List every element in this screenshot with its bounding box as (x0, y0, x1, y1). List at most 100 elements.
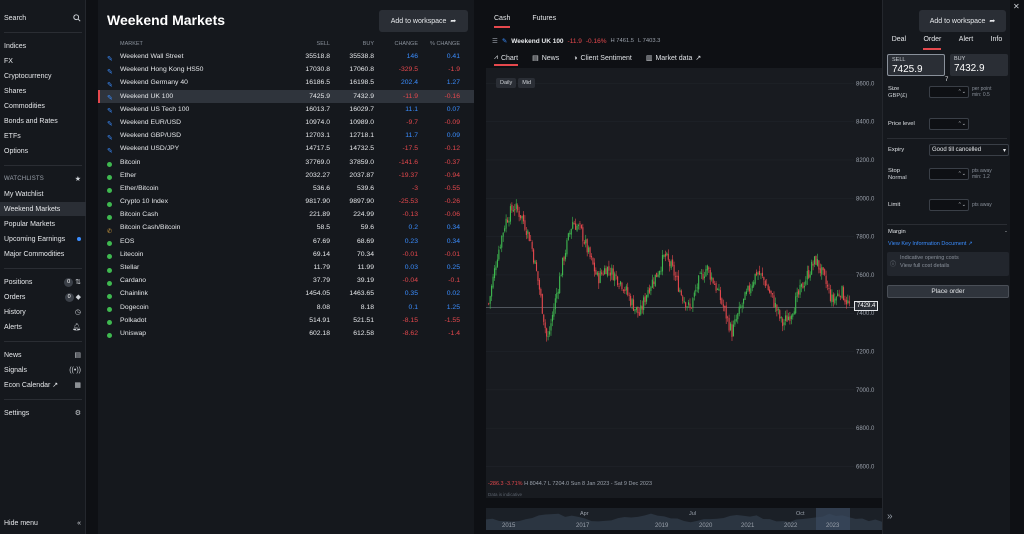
candle-body[interactable] (793, 311, 795, 315)
candle-body[interactable] (711, 276, 713, 280)
candle-body[interactable] (724, 306, 726, 308)
hide-menu-button[interactable]: Hide menu « (0, 516, 86, 530)
sidebar-item-etfs[interactable]: ETFs (0, 129, 86, 143)
candle-body[interactable] (840, 296, 842, 298)
sidebar-item-bonds-and-rates[interactable]: Bonds and Rates (0, 114, 86, 128)
candle-body[interactable] (530, 239, 532, 241)
table-row[interactable]: Crypto 10 Index 9817.90 9897.90 -25.53 -0.26 (98, 195, 474, 208)
candle-body[interactable] (674, 276, 677, 278)
candle-body[interactable] (543, 314, 545, 322)
candle-body[interactable] (634, 309, 636, 312)
candle-body[interactable] (825, 275, 827, 285)
candle-body[interactable] (567, 233, 569, 240)
candle-body[interactable] (611, 267, 613, 275)
candle-body[interactable] (562, 257, 564, 276)
daily-button[interactable]: Daily (496, 78, 517, 88)
candle-body[interactable] (550, 323, 552, 331)
candle-body[interactable] (648, 288, 651, 293)
candle-body[interactable] (499, 247, 501, 248)
candle-body[interactable] (511, 204, 513, 211)
candle-body[interactable] (573, 223, 575, 225)
candle-body[interactable] (773, 295, 775, 308)
candle-body[interactable] (790, 315, 792, 320)
candle-body[interactable] (501, 236, 503, 248)
candle-body[interactable] (744, 292, 746, 300)
candle-body[interactable] (844, 298, 846, 302)
candle-body[interactable] (522, 214, 525, 222)
candle-body[interactable] (738, 306, 740, 314)
candle-body[interactable] (780, 316, 782, 319)
candle-body[interactable] (656, 272, 658, 278)
candle-body[interactable] (712, 278, 714, 284)
candle-body[interactable] (632, 299, 635, 311)
candle-body[interactable] (734, 319, 736, 325)
candle-body[interactable] (624, 289, 626, 292)
candle-body[interactable] (731, 324, 733, 337)
candle-body[interactable] (617, 276, 619, 285)
candle-body[interactable] (579, 223, 581, 225)
candle-body[interactable] (628, 295, 630, 297)
candle-body[interactable] (670, 261, 672, 269)
candle-body[interactable] (535, 262, 538, 271)
candle-body[interactable] (489, 296, 491, 304)
table-row[interactable]: ✎ Weekend US Tech 100 16013.7 16029.7 11.1 0.… (98, 103, 474, 116)
candle-body[interactable] (654, 274, 656, 286)
sidebar-item-commodities[interactable]: Commodities (0, 99, 86, 113)
candle-body[interactable] (602, 273, 604, 275)
candle-body[interactable] (706, 265, 708, 271)
tab-client-sentiment[interactable]: ◑ Client Sentiment (573, 50, 632, 66)
candle-body[interactable] (622, 289, 624, 291)
sidebar-item-alerts[interactable]: Alerts 🔔︎ (0, 320, 86, 334)
table-row[interactable]: ✎ Weekend Germany 40 16186.5 16198.5 202.4 1.… (98, 76, 474, 89)
candle-body[interactable] (492, 276, 494, 288)
candle-body[interactable] (557, 291, 559, 294)
candle-body[interactable] (553, 308, 555, 317)
candle-body[interactable] (827, 285, 829, 287)
candle-body[interactable] (687, 302, 690, 305)
candle-body[interactable] (783, 322, 785, 325)
candle-body[interactable] (692, 298, 694, 308)
candle-body[interactable] (540, 288, 542, 296)
candle-body[interactable] (493, 268, 496, 279)
candle-body[interactable] (506, 219, 509, 223)
candle-body[interactable] (696, 287, 698, 289)
candle-body[interactable] (512, 210, 514, 212)
candle-body[interactable] (537, 271, 539, 281)
candle-body[interactable] (546, 328, 548, 337)
candle-body[interactable] (520, 215, 522, 219)
candle-body[interactable] (831, 294, 833, 303)
stop-type[interactable]: Normal (888, 175, 907, 181)
search-row[interactable]: Search (0, 11, 86, 25)
sidebar-item-econ-calendar[interactable]: Econ Calendar ↗ ▦ (0, 378, 86, 392)
candle-body[interactable] (795, 296, 797, 314)
candle-body[interactable] (664, 254, 666, 257)
candle-body[interactable] (703, 276, 706, 279)
candle-body[interactable] (774, 302, 776, 308)
candle-body[interactable] (563, 257, 565, 261)
candle-body[interactable] (837, 293, 839, 297)
candle-body[interactable] (714, 284, 716, 285)
candle-body[interactable] (588, 247, 590, 252)
candle-body[interactable] (677, 275, 679, 292)
candle-body[interactable] (686, 306, 688, 308)
sidebar-item-positions[interactable]: Positions 0 ⇅ (0, 275, 86, 289)
candle-body[interactable] (589, 247, 591, 258)
candle-body[interactable] (750, 288, 752, 294)
candle-body[interactable] (785, 315, 787, 321)
candle-body[interactable] (779, 310, 781, 319)
candle-body[interactable] (709, 270, 711, 280)
candle-body[interactable] (757, 272, 759, 275)
candle-body[interactable] (669, 260, 671, 267)
candle-body[interactable] (808, 269, 810, 278)
candle-body[interactable] (614, 273, 616, 281)
candle-body[interactable] (782, 318, 784, 327)
candle-body[interactable] (786, 315, 788, 322)
candle-body[interactable] (776, 304, 778, 312)
tab-cash[interactable]: Cash (486, 12, 511, 28)
table-row[interactable]: Uniswap 602.18 612.58 -8.62 -1.4 (98, 327, 474, 340)
candle-body[interactable] (566, 240, 568, 255)
candle-body[interactable] (538, 279, 540, 290)
tab-chart[interactable]: ⩘ Chart (494, 50, 519, 66)
candle-body[interactable] (735, 319, 737, 321)
candle-body[interactable] (676, 275, 678, 277)
